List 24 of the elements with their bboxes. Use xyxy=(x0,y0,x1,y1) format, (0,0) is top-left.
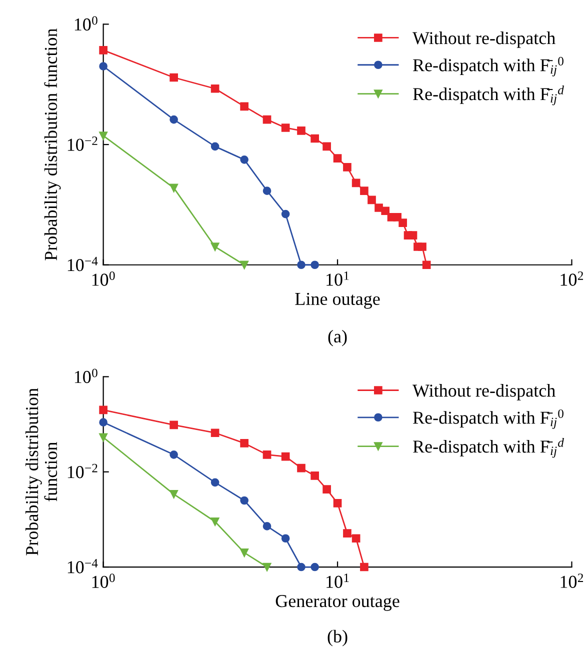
x-tick-label: 10$^{0}$ xyxy=(92,574,115,588)
y-axis-title: Probability distribution function xyxy=(25,388,58,556)
y-axis-title: Probability distribution function xyxy=(44,28,61,260)
x-axis-title: Generator outage xyxy=(276,595,400,611)
x-tick-label: 10$^{2}$ xyxy=(560,574,584,588)
legend-label: Re-dispatch with F̄$_{ij}$$^{0}$ xyxy=(413,56,564,76)
legend-label: Without re-dispatch xyxy=(412,32,556,48)
x-tick-label: 10$^{0}$ xyxy=(92,271,115,286)
y-tick-label: 10$^{−4}$ xyxy=(68,256,98,272)
text: (a) xyxy=(328,330,347,346)
legend-label: Re-dispatch with F̄$_{ij}$$^{0}$ xyxy=(413,409,564,429)
text: (b) xyxy=(328,630,348,646)
x-axis-title: Line outage xyxy=(295,292,380,309)
y-tick-label: 10$^{−4}$ xyxy=(68,559,98,574)
legend-label: Without re-dispatch xyxy=(412,384,556,400)
legend-label: Re-dispatch with F̄$_{ij}$$^{d}$ xyxy=(413,438,564,458)
y-tick-label: 10$^{0}$ xyxy=(74,368,98,384)
x-tick-label: 10$^{1}$ xyxy=(326,271,349,286)
legend-label: Re-dispatch with F̄$_{ij}$$^{d}$ xyxy=(413,85,564,106)
y-tick-label: 10$^{0}$ xyxy=(74,16,98,31)
y-tick-label: 10$^{−2}$ xyxy=(68,464,98,478)
x-tick-label: 10$^{1}$ xyxy=(326,574,349,588)
x-tick-label: 10$^{2}$ xyxy=(560,271,584,286)
y-tick-label: 10$^{−2}$ xyxy=(68,136,98,151)
